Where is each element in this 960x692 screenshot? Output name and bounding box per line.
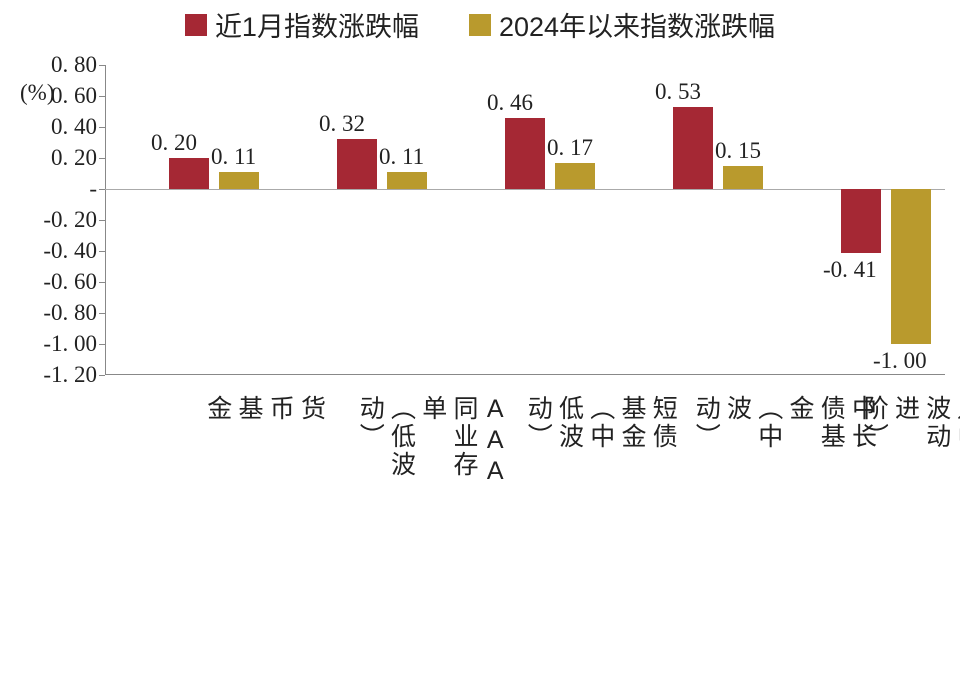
bar-value-label: 0. 15 — [715, 138, 761, 164]
bar-series2 — [891, 189, 931, 344]
bar-value-label: -1. 00 — [873, 348, 927, 374]
bar-value-label: 0. 11 — [211, 144, 256, 170]
legend-swatch-series2 — [469, 14, 491, 36]
y-tick-label: -1. 20 — [43, 362, 105, 388]
bar-series1 — [505, 118, 545, 189]
bar-value-label: 0. 11 — [379, 144, 424, 170]
y-tick-label: -0. 20 — [43, 207, 105, 233]
bar-value-label: 0. 32 — [319, 111, 365, 137]
chart-plot-area: 0. 800. 600. 400. 20--0. 20-0. 40-0. 60-… — [105, 65, 945, 375]
bar-series2 — [219, 172, 259, 189]
chart-legend: 近1月指数涨跌幅 2024年以来指数涨跌幅 — [0, 5, 960, 44]
category-sub: （低波动） — [356, 395, 415, 479]
legend-item-series1: 近1月指数涨跌幅 — [185, 5, 419, 44]
legend-item-series2: 2024年以来指数涨跌幅 — [469, 5, 775, 44]
category-label: AAA同业存单（低波动） — [354, 395, 510, 488]
bar-series1 — [841, 189, 881, 253]
y-tick-label: -0. 40 — [43, 238, 105, 264]
bar-value-label: 0. 46 — [487, 90, 533, 116]
category-label: 短债基金（中低波动） — [522, 395, 678, 451]
bar-series2 — [387, 172, 427, 189]
legend-label-series2: 2024年以来指数涨跌幅 — [499, 5, 775, 44]
y-tick-label: -0. 80 — [43, 300, 105, 326]
y-tick-label: - — [89, 176, 105, 202]
x-axis-bottom-line — [105, 374, 945, 375]
y-tick-label: -1. 00 — [43, 331, 105, 357]
category-sub: （中低波动） — [524, 395, 615, 451]
zero-line — [105, 189, 945, 190]
y-tick-label: -0. 60 — [43, 269, 105, 295]
legend-label-series1: 近1月指数涨跌幅 — [215, 5, 419, 44]
y-axis-unit: (%) — [20, 80, 54, 106]
category-main: 短债基金 — [618, 395, 677, 451]
bar-series2 — [555, 163, 595, 189]
category-label: 含权债券基金（中波动进阶） — [858, 395, 960, 451]
bar-series1 — [169, 158, 209, 189]
bar-value-label: 0. 20 — [151, 130, 197, 156]
y-tick-label: 0. 40 — [51, 114, 105, 140]
category-main: 货币基金 — [204, 395, 326, 423]
y-tick-label: 0. 60 — [51, 83, 105, 109]
category-label: 中长债基金（中波动） — [690, 395, 878, 451]
bar-value-label: 0. 53 — [655, 79, 701, 105]
y-axis-line — [105, 65, 106, 375]
legend-swatch-series1 — [185, 14, 207, 36]
category-sub: （中波动） — [692, 395, 783, 451]
bar-series1 — [337, 139, 377, 189]
y-tick-label: 0. 80 — [51, 52, 105, 78]
category-label: 货币基金 — [202, 395, 327, 423]
category-main: AAA同业存单 — [419, 395, 510, 488]
y-tick-label: 0. 20 — [51, 145, 105, 171]
bar-series2 — [723, 166, 763, 189]
bar-value-label: -0. 41 — [823, 257, 877, 283]
bar-value-label: 0. 17 — [547, 135, 593, 161]
category-sub: （中波动进阶） — [860, 395, 960, 451]
bar-series1 — [673, 107, 713, 189]
